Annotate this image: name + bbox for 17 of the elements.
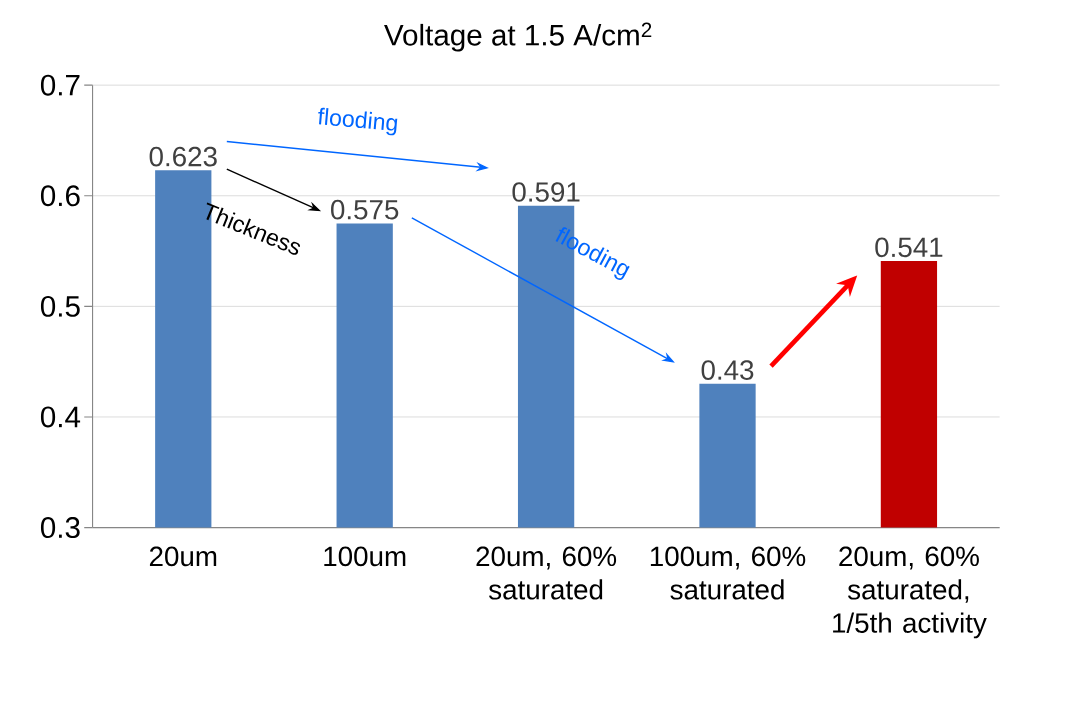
y-tick-label: 0.4 (40, 406, 81, 428)
x-tick-label: 20um (149, 546, 217, 567)
y-tick-label: 0.7 (40, 74, 80, 96)
data-label: 0.541 (875, 237, 943, 258)
y-tick-label: 0.3 (40, 517, 80, 538)
y-tick-label: 0.6 (40, 185, 80, 207)
x-tick-label: 100um, 60% saturated (650, 546, 806, 600)
y-tick-label: 0.5 (40, 295, 80, 317)
annotation: flooding (318, 107, 398, 136)
data-label: 0.591 (512, 182, 580, 202)
data-label: 0.575 (331, 199, 399, 220)
data-label: 0.43 (701, 360, 754, 380)
data-label: 0.623 (149, 146, 217, 167)
x-tick-label: 100um (324, 546, 406, 567)
x-tick-label: 20um, 60% saturated, 1/5th activity (833, 546, 987, 639)
x-tick-label: 20um, 60% saturated (476, 546, 617, 600)
chart-title: Voltage at 1.5 A/cm$^{2}$ (384, 22, 652, 52)
